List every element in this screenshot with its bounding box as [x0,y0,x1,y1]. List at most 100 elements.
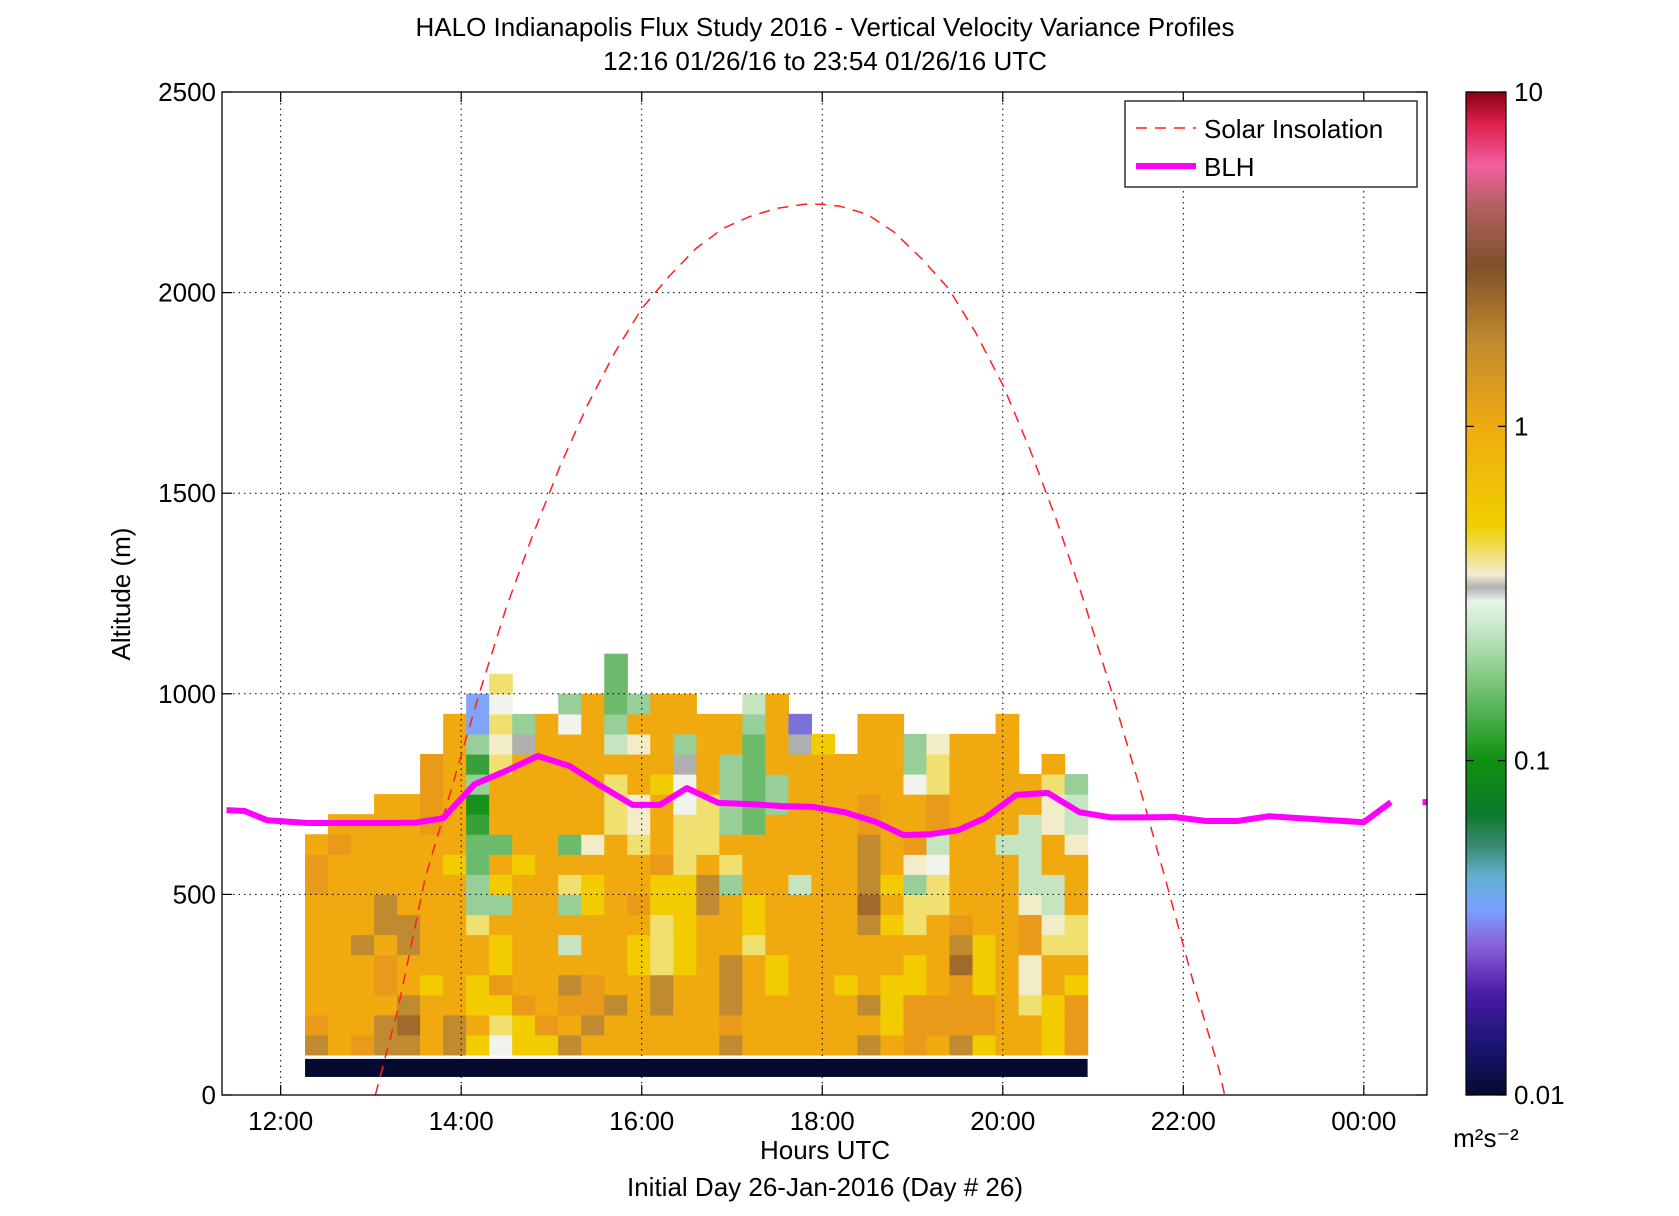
solar-insolation-line [374,203,1226,1095]
heatmap-cell [811,974,836,996]
heatmap-cell [719,713,743,735]
heatmap-cell [765,954,789,976]
heatmap-cell [834,834,859,855]
heatmap-cell [673,914,697,936]
heatmap-cell [719,733,743,755]
heatmap-cell [972,954,997,976]
heatmap-cell [926,894,951,916]
heatmap-cell [351,994,375,1016]
heatmap-cell [581,974,605,996]
heatmap-cell [788,1034,813,1056]
axis-ticks: 12:00 14:00 16:00 18:00 20:00 22:00 00:00 0 500 1… [158,77,1427,1136]
heatmap-cell [926,794,951,815]
heatmap-cell [420,753,444,775]
heatmap-cell [857,874,882,895]
heatmap-cell [535,954,559,976]
heatmap-cell [673,1014,697,1036]
y-axis-label: Altitude (m) [106,528,136,661]
heatmap-cell [880,954,905,976]
heatmap-cell [742,753,766,775]
heatmap-cell [650,974,674,996]
heatmap-cell [489,874,513,895]
heatmap-cell [880,914,905,936]
heatmap-cell [466,794,490,815]
heatmap-cell [604,994,628,1016]
heatmap-cell [696,954,720,976]
heatmap-cell [558,1014,582,1036]
heatmap-cell [673,834,697,855]
heatmap-cell [374,934,398,956]
heatmap-cell [903,854,928,875]
heatmap-cell [305,934,329,956]
heatmap-cell [535,814,559,835]
heatmap-cell [397,874,421,895]
x-axis-label: Hours UTC [760,1135,890,1165]
heatmap-cell [351,934,375,956]
heatmap-cell [328,954,352,976]
heatmap-cell [650,854,674,875]
heatmap-cell [857,834,882,855]
heatmap-cell [949,894,974,916]
heatmap-cell [351,974,375,996]
heatmap-cell [1041,814,1066,835]
heatmap-cell [1041,774,1066,795]
heatmap-cell [1018,1034,1043,1056]
heatmap-cell [535,794,559,815]
heatmap-cell [443,934,467,956]
heatmap-cell [926,874,951,895]
heatmap-cell [512,713,536,735]
heatmap-cell [558,713,582,735]
heatmap-cell [443,753,467,775]
chart-title: HALO Indianapolis Flux Study 2016 - Vert… [416,12,1235,42]
heatmap-cell [489,854,513,875]
heatmap-cell [650,934,674,956]
colorbar [1465,91,1507,1096]
heatmap-cell [1041,994,1066,1016]
legend-solar-label: Solar Insolation [1204,114,1383,144]
heatmap-cell [558,774,582,795]
heatmap-cell [512,934,536,956]
heatmap-cell [673,954,697,976]
heatmap-cell [512,1034,536,1056]
heatmap-cell [558,834,582,855]
legend-blh-label: BLH [1204,152,1255,182]
heatmap-cell [765,854,789,875]
heatmap-cell [374,874,398,895]
heatmap-cell [811,834,836,855]
heatmap-cell [673,733,697,755]
heatmap-cell [857,1034,882,1056]
heatmap-cell [949,794,974,815]
heatmap-cell [1018,774,1043,795]
heatmap-cell [466,974,490,996]
heatmap-cell [489,693,513,715]
heatmap-cell [627,914,651,936]
heatmap-cell [995,994,1020,1016]
heatmap-cell [903,733,928,755]
heatmap-cell [1018,934,1043,956]
heatmap-cell [466,814,490,835]
heatmap-cell [696,1014,720,1036]
heatmap-cell [466,894,490,916]
heatmap-cell [834,974,859,996]
heatmap-cell [305,954,329,976]
heatmap-cell [926,934,951,956]
heatmap-cells [305,653,1089,1077]
heatmap-cell [443,774,467,795]
blh-line [226,753,1393,838]
heatmap-cell [880,834,905,855]
heatmap-cell [604,653,628,675]
heatmap-cell [351,1034,375,1056]
heatmap-cell [788,934,813,956]
heatmap-cell [811,854,836,875]
heatmap-cell [512,814,536,835]
heatmap-cell [328,834,352,855]
heatmap-cell [1041,894,1066,916]
heatmap-cell [696,733,720,755]
heatmap-cell [443,733,467,755]
heatmap-cell [857,894,882,916]
heatmap-cell [880,794,905,815]
heatmap-cell [811,914,836,936]
heatmap-cell [696,874,720,895]
heatmap-cell [742,1014,766,1036]
heatmap-cell [742,774,766,795]
